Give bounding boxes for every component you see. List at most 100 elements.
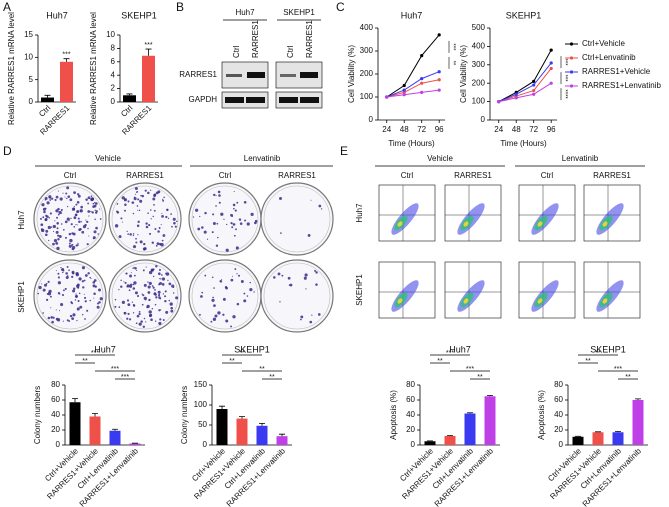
error-bar	[635, 398, 641, 400]
colony	[217, 311, 221, 315]
colony	[53, 239, 58, 243]
colony	[55, 230, 59, 234]
colony	[73, 216, 77, 220]
plate	[260, 259, 334, 333]
group-label: RARRES1	[278, 171, 316, 180]
colony	[216, 222, 219, 225]
colony	[76, 200, 80, 204]
colony	[160, 224, 162, 226]
colony	[94, 218, 96, 221]
colony	[134, 266, 137, 270]
bar	[142, 55, 155, 102]
colony	[89, 276, 91, 279]
colony	[201, 291, 204, 294]
colony	[154, 320, 157, 322]
colony	[217, 236, 219, 239]
panel-label: A	[3, 0, 11, 14]
colony	[126, 230, 128, 232]
marker	[549, 66, 553, 71]
bar	[109, 430, 121, 445]
colony	[93, 204, 97, 208]
y-tick-label: 40	[406, 410, 415, 419]
error-bar	[72, 398, 78, 403]
colony	[77, 217, 80, 220]
colony	[211, 231, 214, 234]
colony	[42, 216, 45, 219]
colony	[46, 298, 49, 301]
colony	[45, 229, 49, 233]
colony	[84, 318, 86, 320]
colony	[51, 320, 54, 324]
colony	[315, 283, 318, 286]
marker	[402, 90, 406, 94]
marker	[532, 83, 536, 87]
cell-cloud	[602, 221, 608, 227]
colony	[176, 220, 178, 223]
colony	[93, 279, 97, 282]
colony	[80, 221, 83, 223]
colony	[79, 305, 83, 309]
colony	[37, 292, 40, 295]
protein-label: RARRES1	[179, 70, 217, 79]
colony	[143, 296, 147, 301]
error-bar	[615, 431, 621, 433]
colony	[57, 272, 60, 275]
colony	[78, 292, 81, 295]
colony	[226, 223, 228, 226]
colony	[50, 307, 52, 309]
colony	[57, 281, 62, 285]
colony	[237, 274, 241, 277]
error-bar	[219, 405, 225, 409]
colony	[52, 224, 56, 229]
colony	[41, 203, 45, 207]
x-tick-label: Ctrl	[119, 103, 134, 118]
colony	[155, 244, 158, 247]
x-axis-label: Time (Hours)	[500, 139, 547, 148]
colony	[223, 218, 225, 220]
colony	[95, 226, 98, 230]
bar	[612, 432, 624, 445]
blot-cell-line: SKEHP1	[283, 8, 315, 17]
colony	[44, 218, 48, 222]
colony	[48, 217, 50, 219]
colony	[195, 208, 199, 212]
colony	[52, 316, 55, 319]
significance-label: ***	[446, 350, 454, 357]
colony	[99, 208, 101, 210]
marker	[402, 88, 406, 92]
band	[247, 72, 265, 78]
colony	[155, 296, 158, 299]
colony	[154, 288, 156, 291]
colony	[232, 223, 236, 226]
colony	[93, 230, 97, 234]
condition-label: Lenvatinib	[562, 154, 599, 163]
colony	[55, 270, 57, 272]
colony	[149, 232, 152, 235]
colony	[158, 278, 160, 280]
colony	[132, 283, 135, 286]
colony	[56, 318, 61, 322]
colony	[249, 281, 251, 284]
colony	[131, 201, 135, 204]
colony	[279, 301, 281, 303]
chart-title: SKEHP1	[590, 344, 626, 354]
colony	[230, 278, 234, 282]
colony	[64, 220, 68, 224]
y-tick-label: 6	[111, 57, 116, 66]
colony	[76, 284, 80, 288]
colony	[86, 220, 89, 223]
colony	[66, 205, 69, 208]
colony	[47, 316, 51, 320]
chart-title: Huh7	[94, 344, 116, 354]
colony	[234, 268, 237, 270]
colony	[238, 218, 242, 221]
marker	[532, 79, 536, 83]
line	[498, 62, 552, 103]
marker	[420, 81, 424, 85]
colony	[95, 211, 98, 214]
colony	[52, 230, 55, 233]
colony	[120, 279, 122, 282]
colony	[225, 248, 229, 252]
colony	[149, 209, 152, 211]
colony	[97, 233, 99, 235]
